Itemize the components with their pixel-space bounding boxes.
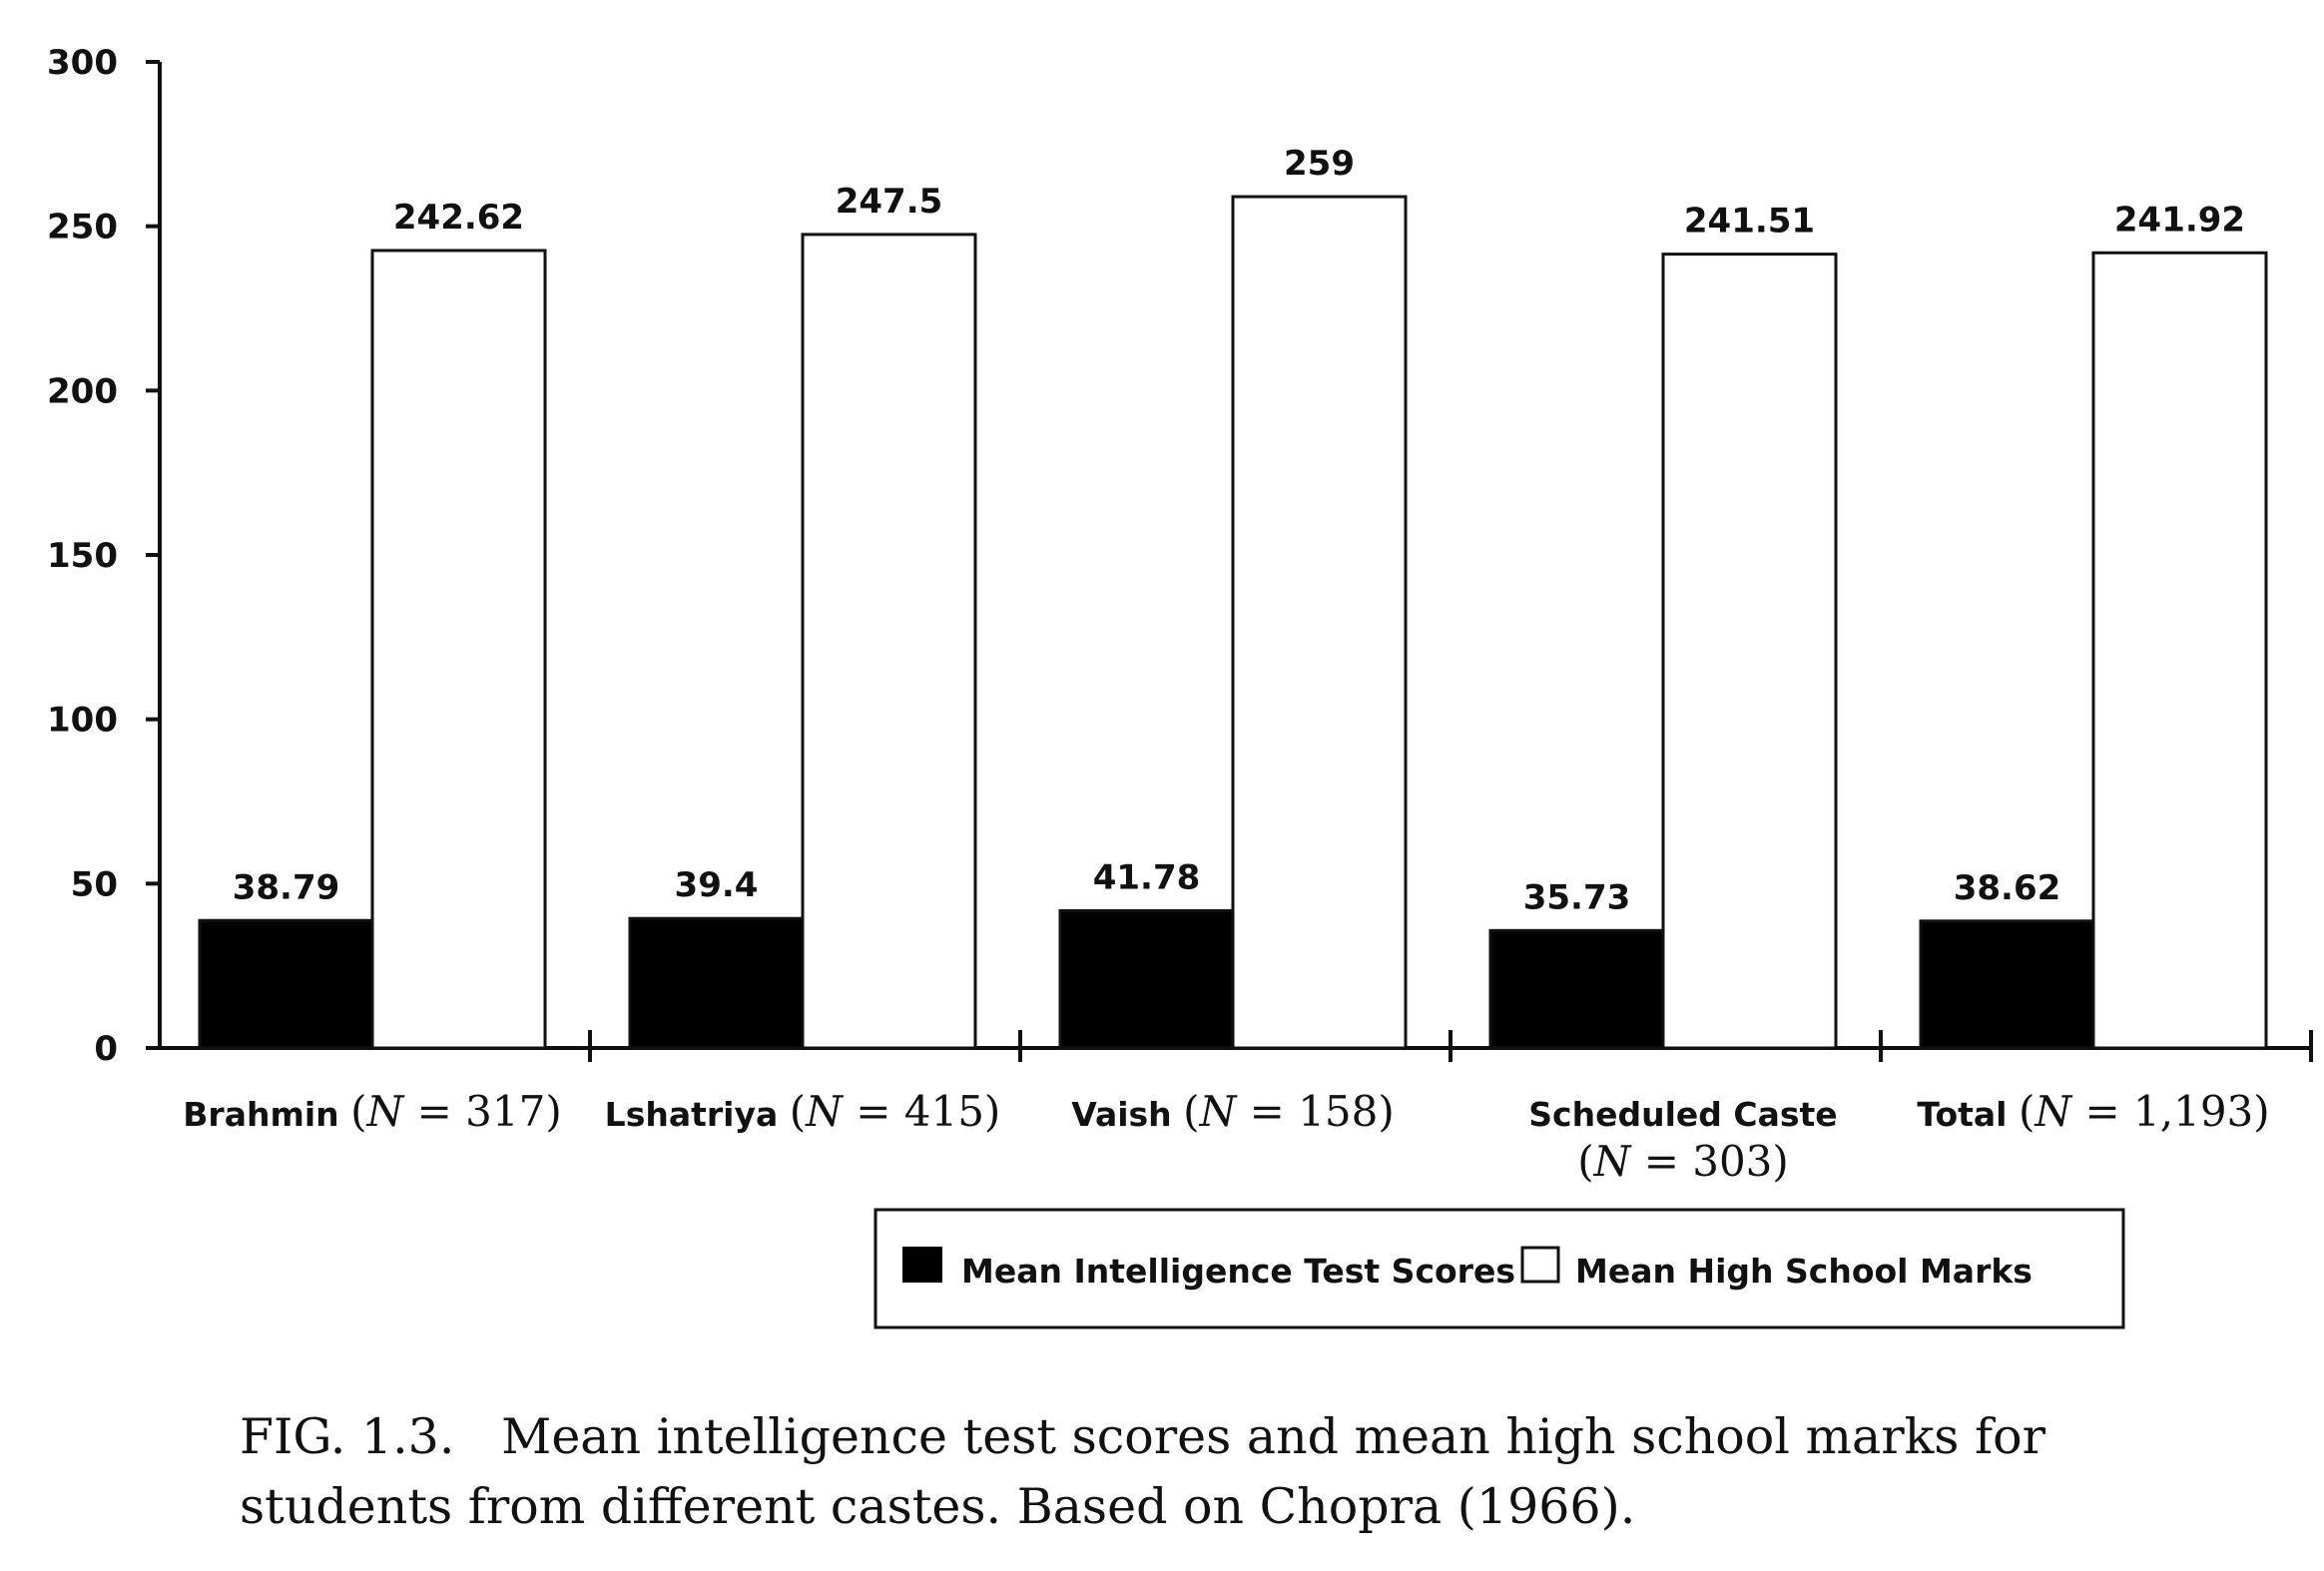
legend-frame <box>873 1208 2125 1329</box>
data-label-marks: 259 <box>1284 144 1355 184</box>
y-tick-label: 150 <box>47 536 118 576</box>
category-label: Brahmin (N = 317) <box>183 1087 561 1136</box>
bar-high-school-marks <box>2091 251 2268 1050</box>
caption-prefix: FIG. 1.3. <box>240 1408 455 1465</box>
bar-intelligence-score <box>1058 908 1235 1050</box>
category-labels-group: Brahmin (N = 317) Lshatriya (N = 415) Vais… <box>183 1087 2269 1186</box>
bar-intelligence-score <box>198 918 374 1050</box>
bar-high-school-marks <box>1231 195 1408 1050</box>
bar-intelligence-score <box>628 916 805 1050</box>
y-axis: 0 50 100 150 200 250 300 <box>47 43 162 1069</box>
bar-intelligence-score <box>1488 928 1665 1050</box>
bar-high-school-marks <box>370 249 547 1050</box>
y-tick-label: 300 <box>47 43 118 83</box>
bar-intelligence-score <box>1919 919 2095 1050</box>
bar-high-school-marks <box>1661 253 1838 1050</box>
legend: Mean Intelligence Test Scores Mean High … <box>873 1208 2125 1329</box>
legend-label-intelligence: Mean Intelligence Test Scores <box>961 1252 1515 1291</box>
y-tick-label: 250 <box>47 208 118 248</box>
data-label-intelligence: 35.73 <box>1523 877 1631 917</box>
figure-caption: FIG. 1.3. Mean intelligence test scores … <box>240 1402 2136 1542</box>
data-label-intelligence: 38.62 <box>1954 868 2061 908</box>
category-label: Lshatriya (N = 415) <box>605 1087 1001 1136</box>
legend-label-marks: Mean High School Marks <box>1575 1252 2033 1291</box>
data-label-marks: 247.5 <box>836 182 943 222</box>
y-tick-label: 0 <box>94 1029 118 1069</box>
y-tick-label: 50 <box>71 864 118 904</box>
legend-swatch-marks <box>1520 1246 1560 1284</box>
data-label-marks: 241.51 <box>1684 202 1815 242</box>
bar-chart: 0 50 100 150 200 250 300 38.79 242.62 39.4 247.5 4… <box>47 43 2313 1329</box>
bar-high-school-marks <box>801 233 977 1050</box>
category-label: Total (N = 1,193) <box>1917 1087 2269 1136</box>
data-label-intelligence: 41.78 <box>1093 857 1201 897</box>
caption-text: Mean intelligence test scores and mean h… <box>240 1408 2046 1535</box>
legend-swatch-intelligence <box>902 1247 942 1283</box>
data-label-intelligence: 38.79 <box>233 867 340 907</box>
y-tick-label: 100 <box>47 701 118 741</box>
category-label: Scheduled Caste <box>1528 1095 1837 1134</box>
data-label-intelligence: 39.4 <box>675 865 759 905</box>
data-labels-group: 38.79 242.62 39.4 247.5 41.78 259 35.73 241.51 3… <box>233 144 2245 917</box>
category-n-label: (N = 303) <box>1577 1137 1789 1186</box>
data-label-marks: 241.92 <box>2114 200 2245 240</box>
data-label-marks: 242.62 <box>393 198 524 238</box>
y-tick-label: 200 <box>47 371 118 411</box>
category-label: Vaish (N = 158) <box>1071 1087 1395 1136</box>
bars-group <box>198 195 2268 1050</box>
